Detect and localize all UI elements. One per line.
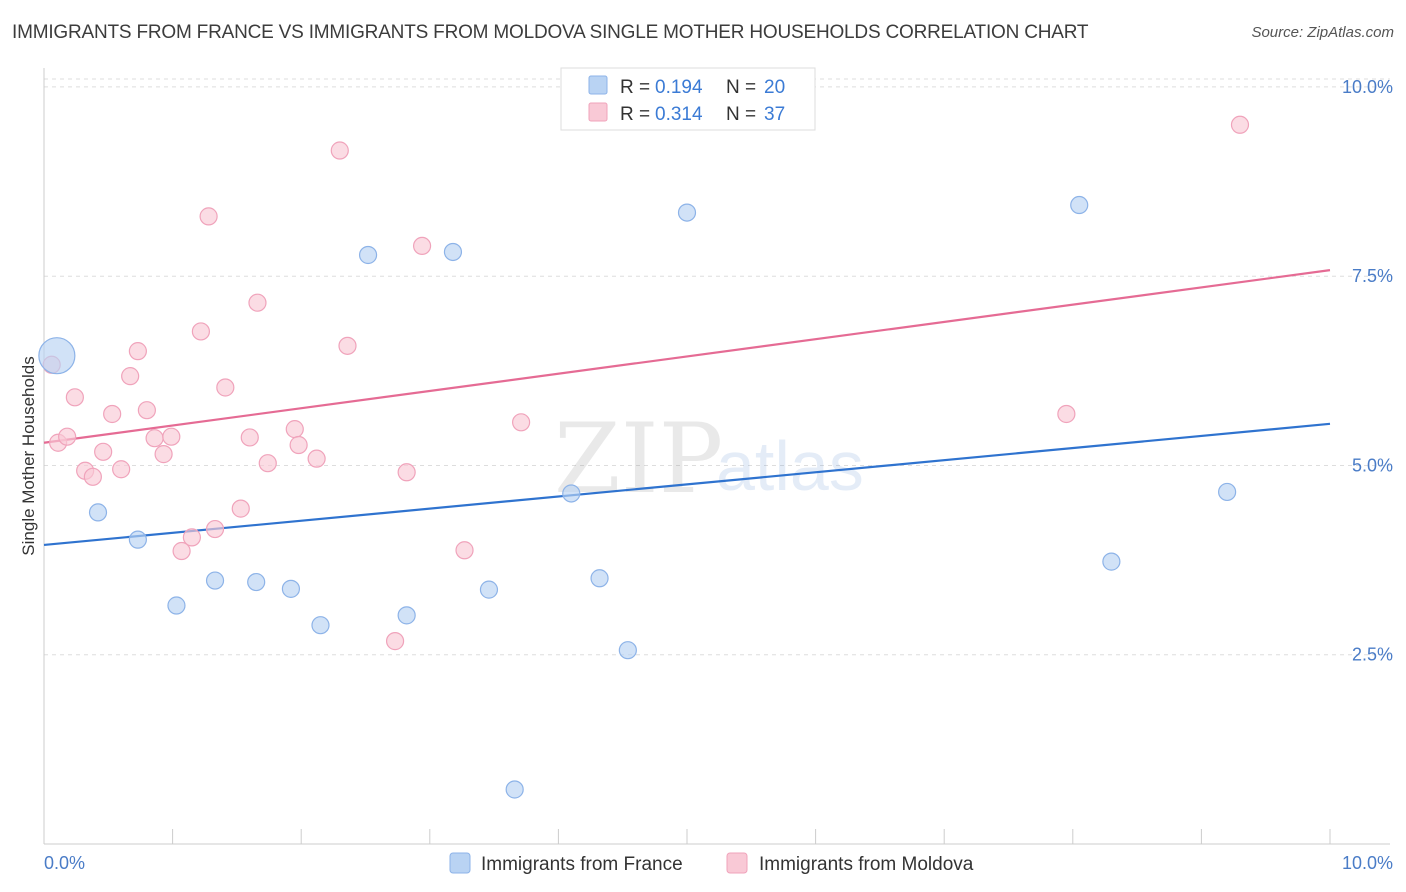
moldova-point <box>1057 404 1076 424</box>
y-axis-title: Single Mother Households <box>19 356 38 555</box>
watermark-atlas: atlas <box>716 427 864 505</box>
france-point <box>618 641 637 660</box>
moldova-point <box>103 404 122 424</box>
france-series-swatch <box>449 852 471 874</box>
moldova-r-value: 0.314 <box>655 104 703 125</box>
france-point <box>479 580 499 599</box>
y-tick-label: 10.0% <box>1342 77 1393 97</box>
moldova-point <box>137 401 156 420</box>
france-point <box>1070 195 1089 215</box>
moldova-point <box>145 429 164 448</box>
france-point <box>358 245 378 265</box>
france-point <box>311 616 330 635</box>
grid-layer <box>44 78 1390 656</box>
moldova-point <box>289 435 308 455</box>
y-tick-label: 2.5% <box>1352 645 1393 665</box>
moldova-point <box>162 427 181 446</box>
france-points <box>38 195 1237 799</box>
moldova-point <box>397 463 416 482</box>
watermark: ZIP atlas <box>554 403 864 515</box>
moldova-point <box>307 449 326 468</box>
france-legend-swatch <box>588 75 608 95</box>
stats-legend: R = 0.194 N = 20 R = 0.314 N = 37 <box>560 67 816 131</box>
moldova-n-value: 37 <box>764 104 785 125</box>
moldova-point <box>154 445 173 464</box>
france-n-value: 20 <box>764 77 785 98</box>
france-series-label: Immigrants from France <box>481 854 683 875</box>
moldova-point <box>172 541 191 561</box>
moldova-point <box>338 336 357 355</box>
france-point <box>167 596 186 615</box>
france-r-label: R = <box>620 77 650 98</box>
moldova-point <box>1230 115 1250 134</box>
y-tick-label: 5.0% <box>1352 455 1393 475</box>
moldova-points <box>42 115 1250 651</box>
france-point <box>88 503 108 522</box>
moldova-point <box>83 467 102 486</box>
moldova-point <box>182 528 201 547</box>
moldova-point <box>94 442 113 461</box>
moldova-point <box>455 541 474 560</box>
france-point <box>590 569 609 588</box>
france-r-value: 0.194 <box>655 77 703 98</box>
moldova-point <box>385 632 405 651</box>
france-point <box>1218 482 1237 502</box>
y-tick-labels: 2.5% 5.0% 7.5% 10.0% <box>1342 77 1393 665</box>
moldova-point <box>199 207 218 226</box>
axes-layer <box>43 68 1390 845</box>
france-n-label: N = <box>726 77 756 98</box>
france-point <box>1102 552 1121 571</box>
chart-title: IMMIGRANTS FROM FRANCE VS IMMIGRANTS FRO… <box>12 22 1089 43</box>
moldova-point <box>128 342 147 361</box>
trend-lines <box>43 269 1331 547</box>
moldova-trend-line <box>43 269 1331 444</box>
moldova-point <box>231 499 250 518</box>
moldova-point <box>412 236 432 256</box>
moldova-point <box>258 454 277 473</box>
moldova-point <box>205 519 225 539</box>
moldova-point <box>112 460 131 479</box>
moldova-point <box>65 388 84 407</box>
france-point <box>38 337 76 375</box>
x-ticks <box>172 829 1331 844</box>
moldova-point <box>240 428 259 447</box>
moldova-point <box>121 367 140 386</box>
x-tick-label-min: 0.0% <box>44 853 85 873</box>
moldova-legend-swatch <box>588 102 608 122</box>
moldova-point <box>216 378 235 397</box>
moldova-series-label: Immigrants from Moldova <box>759 854 974 875</box>
moldova-point <box>285 420 304 439</box>
source-text: Source: ZipAtlas.com <box>1251 24 1394 41</box>
moldova-n-label: N = <box>726 104 756 125</box>
moldova-r-label: R = <box>620 104 650 125</box>
x-tick-label-max: 10.0% <box>1342 853 1393 873</box>
moldova-point <box>512 413 531 432</box>
france-point <box>397 606 416 625</box>
moldova-point <box>58 427 77 446</box>
france-point <box>128 530 147 549</box>
moldova-point <box>248 293 267 312</box>
france-point <box>247 572 266 592</box>
france-trend-line <box>43 422 1331 547</box>
watermark-zip: ZIP <box>554 403 723 515</box>
moldova-series-swatch <box>726 852 748 874</box>
y-tick-label: 7.5% <box>1352 266 1393 286</box>
france-point <box>281 579 301 598</box>
france-point <box>562 484 581 503</box>
france-point <box>205 571 225 590</box>
series-legend: Immigrants from France Immigrants from M… <box>449 852 974 875</box>
france-point <box>677 203 697 222</box>
france-point <box>505 780 524 799</box>
france-point <box>443 242 463 262</box>
moldova-point <box>330 141 349 160</box>
moldova-point <box>191 322 210 341</box>
